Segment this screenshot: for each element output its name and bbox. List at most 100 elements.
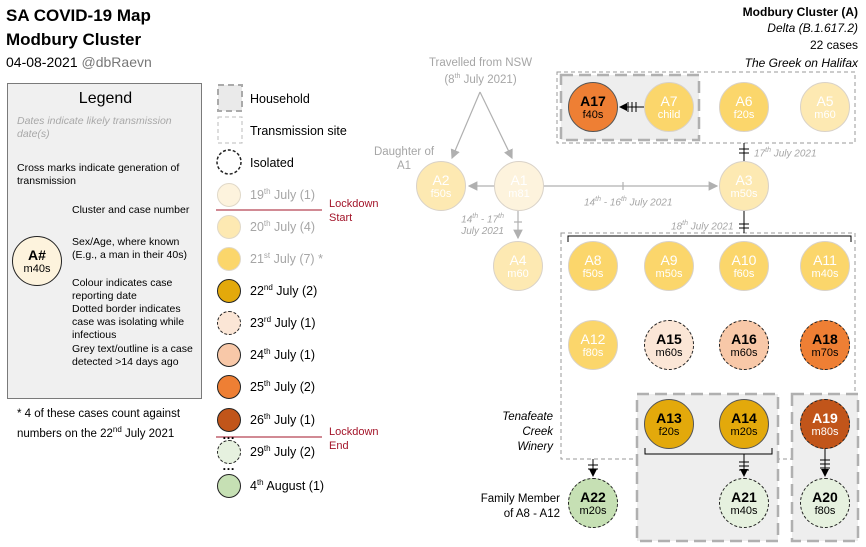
case-sex-age: f80s bbox=[814, 504, 836, 517]
case-id: A14 bbox=[731, 409, 757, 426]
travelled-from-text: Travelled from NSW bbox=[428, 57, 533, 69]
family-member-label: Family Member of A8 - A12 bbox=[480, 493, 560, 520]
key-date-swatch-10 bbox=[217, 474, 241, 498]
legend-box: Legend Dates indicate likely transmissio… bbox=[7, 83, 202, 399]
case-sex-age: m60 bbox=[814, 108, 836, 121]
case-node-a3: A3 m50s bbox=[719, 161, 769, 211]
case-id: A8 bbox=[584, 251, 602, 268]
date-a1-a3: 14th - 16th July 2021 bbox=[584, 196, 673, 209]
cluster-name: Modbury Cluster (A) bbox=[742, 5, 858, 19]
legend-dotted-note: Dotted border indicates case was isolati… bbox=[72, 303, 185, 341]
case-id: A16 bbox=[731, 330, 757, 347]
case-id: A15 bbox=[656, 330, 682, 347]
key-isolated-label: Isolated bbox=[250, 156, 294, 170]
page-subtitle: Modbury Cluster bbox=[6, 30, 142, 49]
legend-sample-id: A# bbox=[28, 246, 46, 263]
lockdown-end-label: Lockdown End bbox=[329, 426, 379, 452]
case-node-a2: A2 f50s bbox=[416, 161, 466, 211]
case-node-a18: A18 m70s bbox=[800, 320, 850, 370]
key-date-label-1: 19th July (1) bbox=[250, 187, 316, 203]
case-id: A12 bbox=[580, 330, 606, 347]
page-date: 04-08-2021 @dbRaevn bbox=[6, 54, 152, 70]
key-household-label: Household bbox=[250, 92, 310, 106]
cluster-variant: Delta (B.1.617.2) bbox=[767, 21, 858, 35]
case-id: A7 bbox=[660, 92, 678, 109]
key-transmission-swatch bbox=[217, 116, 243, 144]
case-sex-age: m40s bbox=[811, 267, 839, 280]
key-date-label-2: 20th July (4) bbox=[250, 219, 316, 235]
case-id: A10 bbox=[731, 251, 757, 268]
bracket-a13-a14 bbox=[644, 448, 773, 455]
case-node-a4: A4 m60 bbox=[493, 241, 543, 291]
case-sex-age: m40s bbox=[730, 504, 758, 517]
case-id: A1 bbox=[510, 171, 528, 188]
legend-dates-note: Dates indicate likely transmission date(… bbox=[17, 115, 172, 140]
case-node-a8: A8 f50s bbox=[568, 241, 618, 291]
legend-title: Legend bbox=[78, 90, 133, 107]
key-date-swatch-8 bbox=[217, 408, 241, 432]
case-node-a12: A12 f80s bbox=[568, 320, 618, 370]
case-id: A22 bbox=[580, 488, 606, 505]
case-node-a7: A7 child bbox=[644, 82, 694, 132]
case-sex-age: m60s bbox=[730, 346, 758, 359]
case-node-a11: A11 m40s bbox=[800, 241, 850, 291]
case-sex-age: f50s bbox=[430, 187, 452, 200]
case-sex-age: f50s bbox=[582, 267, 604, 280]
key-date-swatch-7 bbox=[217, 375, 241, 399]
case-node-a20: A20 f80s bbox=[800, 478, 850, 528]
case-sex-age: m20s bbox=[730, 425, 758, 438]
case-sex-age: f80s bbox=[582, 346, 604, 359]
key-date-label-6: 24th July (1) bbox=[250, 347, 316, 363]
case-node-a13: A13 f20s bbox=[644, 399, 694, 449]
case-sex-age: m70s bbox=[811, 346, 839, 359]
case-id: A18 bbox=[812, 330, 838, 347]
key-date-label-9: 29th July (2) bbox=[250, 444, 316, 460]
case-node-a6: A6 f20s bbox=[719, 82, 769, 132]
case-id: A6 bbox=[735, 92, 753, 109]
key-household-swatch bbox=[217, 84, 243, 112]
key-date-label-4: 22nd July (2) bbox=[250, 283, 318, 299]
case-id: A5 bbox=[816, 92, 834, 109]
case-id: A13 bbox=[656, 409, 682, 426]
key-date-swatch-5 bbox=[217, 311, 241, 335]
case-sex-age: f40s bbox=[582, 108, 604, 121]
case-id: A9 bbox=[660, 251, 678, 268]
legend-colour-note: Colour indicates case reporting date bbox=[72, 277, 173, 302]
edge-nsw-a1 bbox=[479, 91, 513, 160]
legend-cluster-note: Cluster and case number bbox=[72, 204, 190, 216]
key-date-swatch-9 bbox=[217, 440, 241, 464]
case-sex-age: m80s bbox=[811, 425, 839, 438]
legend-sample-node: A# m40s bbox=[12, 236, 62, 286]
key-date-label-7: 25th July (2) bbox=[250, 379, 316, 395]
tenafeate-label: Tenafeate Creek Winery bbox=[502, 411, 553, 453]
cluster-source: The Greek on Halifax bbox=[744, 56, 858, 70]
daughter-of-label: Daughter of A1 bbox=[373, 146, 435, 172]
case-node-a14: A14 m20s bbox=[719, 399, 769, 449]
case-sex-age: child bbox=[657, 108, 681, 121]
date-17-july: 17th July 2021 bbox=[754, 147, 817, 160]
key-date-swatch-1 bbox=[217, 183, 241, 207]
case-node-a15: A15 m60s bbox=[644, 320, 694, 370]
date-18-july: 18th July 2021 bbox=[671, 220, 734, 233]
case-node-a17: A17 f40s bbox=[568, 82, 618, 132]
case-node-a16: A16 m60s bbox=[719, 320, 769, 370]
case-node-a9: A9 m50s bbox=[644, 241, 694, 291]
case-sex-age: m81 bbox=[508, 187, 530, 200]
case-node-a22: A22 m20s bbox=[568, 478, 618, 528]
case-sex-age: m60s bbox=[655, 346, 683, 359]
case-id: A21 bbox=[731, 488, 757, 505]
key-isolated-swatch bbox=[216, 149, 242, 175]
date-a1-a4: 14th - 17th July 2021 bbox=[461, 213, 504, 238]
site-top bbox=[556, 71, 856, 144]
case-sex-age: m60 bbox=[507, 267, 529, 280]
key-date-swatch-3 bbox=[217, 247, 241, 271]
key-date-swatch-4 bbox=[217, 279, 241, 303]
case-node-a1: A1 m81 bbox=[494, 161, 544, 211]
key-date-label-5: 23rd July (1) bbox=[250, 315, 316, 331]
case-id: A11 bbox=[813, 251, 837, 268]
case-node-a5: A5 m60 bbox=[800, 82, 850, 132]
travelled-from-label: Travelled from NSW (8th July 2021) bbox=[418, 56, 543, 87]
key-date-label-8: 26th July (1) bbox=[250, 412, 316, 428]
case-node-a21: A21 m40s bbox=[719, 478, 769, 528]
key-ellipsis-2: … bbox=[222, 458, 235, 473]
